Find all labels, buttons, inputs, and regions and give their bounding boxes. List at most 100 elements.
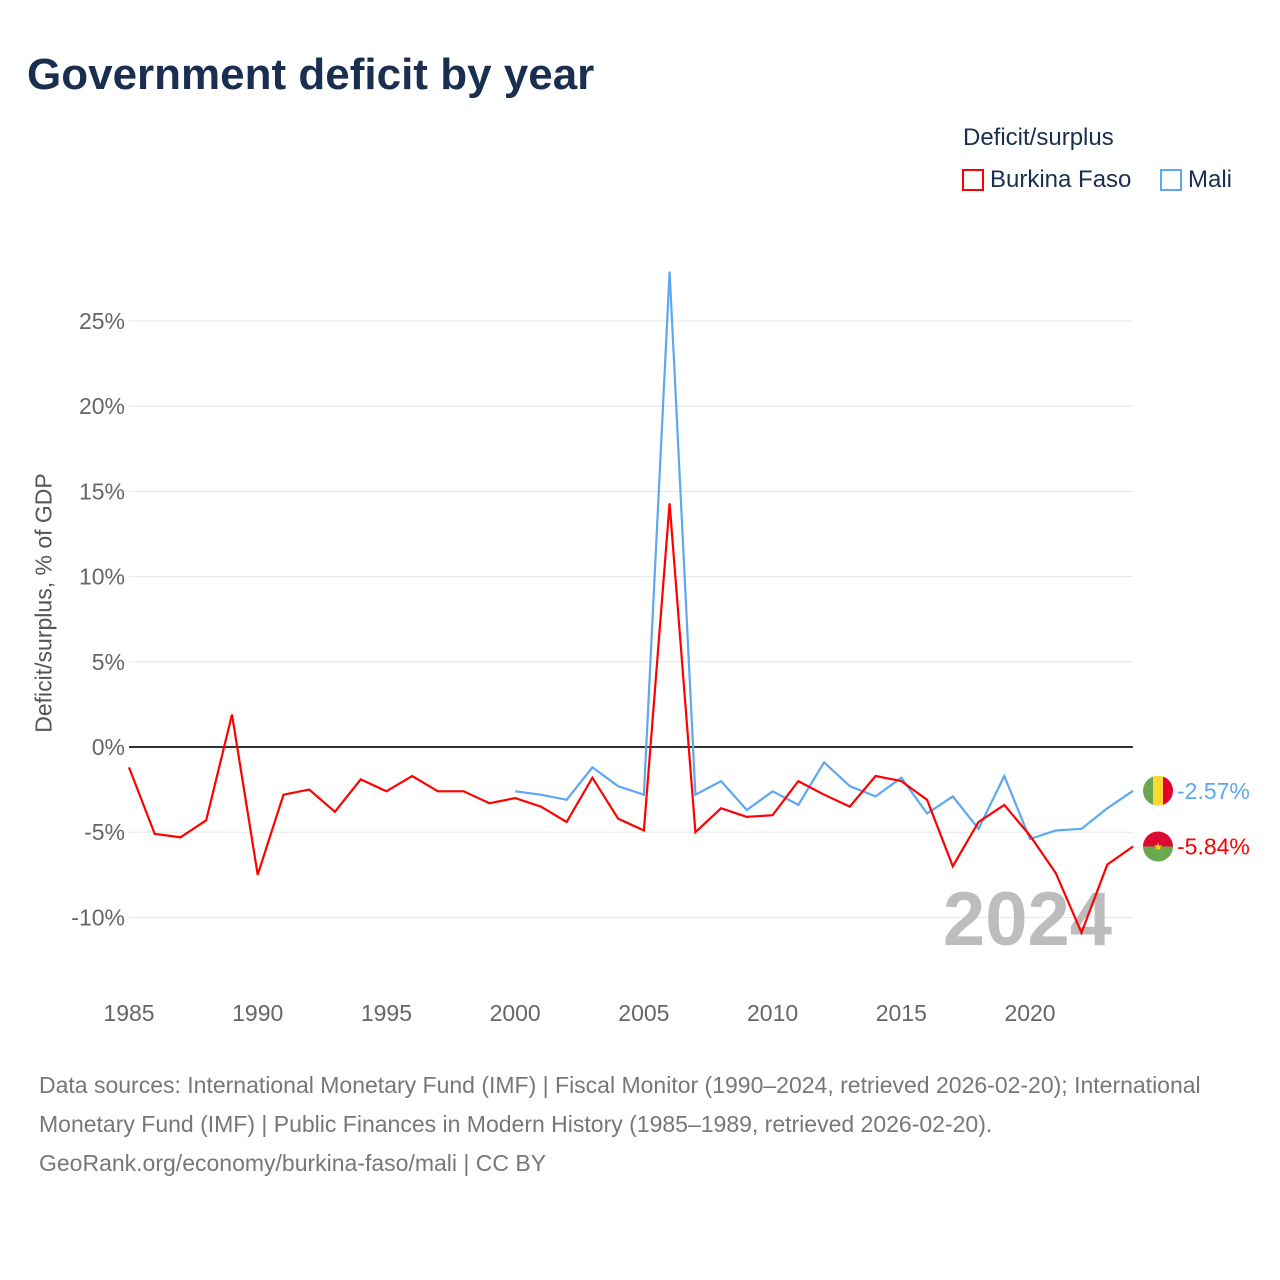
legend-title: Deficit/surplus bbox=[963, 124, 1114, 151]
x-tick-label: 1995 bbox=[361, 1000, 412, 1026]
x-tick-label: 2000 bbox=[490, 1000, 541, 1026]
data-point bbox=[590, 765, 594, 769]
svg-text:★: ★ bbox=[1153, 842, 1163, 854]
series-line-burkina-faso bbox=[127, 503, 1134, 936]
data-point bbox=[359, 777, 363, 781]
data-point bbox=[616, 784, 620, 788]
data-point bbox=[822, 760, 826, 764]
data-point bbox=[590, 776, 594, 780]
end-label-burkina-faso: -5.84% bbox=[1177, 834, 1250, 860]
data-point bbox=[1080, 827, 1084, 831]
data-point bbox=[1080, 931, 1084, 935]
data-point bbox=[951, 864, 955, 868]
data-point bbox=[642, 793, 646, 797]
data-point bbox=[1131, 789, 1135, 793]
data-point bbox=[281, 793, 285, 797]
data-point bbox=[1054, 828, 1058, 832]
data-point bbox=[513, 789, 517, 793]
footer: Data sources: International Monetary Fun… bbox=[39, 1066, 1239, 1183]
data-point bbox=[848, 805, 852, 809]
data-point bbox=[771, 789, 775, 793]
data-point bbox=[410, 774, 414, 778]
data-point bbox=[539, 793, 543, 797]
attribution-link[interactable]: GeoRank.org/economy/burkina-faso/mali | … bbox=[39, 1150, 547, 1176]
data-point bbox=[771, 813, 775, 817]
data-point bbox=[256, 873, 260, 877]
data-point bbox=[307, 788, 311, 792]
data-point bbox=[693, 793, 697, 797]
data-point bbox=[719, 779, 723, 783]
data-sources: Data sources: International Monetary Fun… bbox=[39, 1072, 1201, 1137]
legend-swatch bbox=[1160, 169, 1182, 191]
data-point bbox=[384, 789, 388, 793]
data-point bbox=[668, 270, 672, 274]
data-point bbox=[899, 776, 903, 780]
data-point bbox=[1105, 863, 1109, 867]
legend-item-mali[interactable]: Mali bbox=[1160, 166, 1232, 194]
y-tick-label: 15% bbox=[79, 478, 125, 504]
data-point bbox=[565, 820, 569, 824]
series-line-mali bbox=[515, 271, 1134, 841]
legend-swatch bbox=[962, 169, 984, 191]
data-point bbox=[899, 779, 903, 783]
legend-label: Mali bbox=[1188, 166, 1233, 193]
data-point bbox=[204, 818, 208, 822]
data-point bbox=[565, 798, 569, 802]
data-point bbox=[874, 794, 878, 798]
y-tick-label: -10% bbox=[71, 904, 125, 930]
x-tick-label: 1990 bbox=[232, 1000, 283, 1026]
data-point bbox=[925, 798, 929, 802]
y-tick-label: 5% bbox=[92, 649, 125, 675]
data-point bbox=[1105, 806, 1109, 810]
data-point bbox=[796, 803, 800, 807]
mali-flag-icon bbox=[1143, 775, 1173, 806]
data-point bbox=[539, 805, 543, 809]
x-tick-label: 1985 bbox=[103, 1000, 154, 1026]
data-point bbox=[951, 794, 955, 798]
data-point bbox=[642, 828, 646, 832]
y-tick-label: 25% bbox=[79, 308, 125, 334]
y-tick-label: 20% bbox=[79, 393, 125, 419]
end-label-mali: -2.57% bbox=[1177, 778, 1250, 804]
data-point bbox=[874, 774, 878, 778]
data-point bbox=[1002, 774, 1006, 778]
data-point bbox=[487, 801, 491, 805]
data-point bbox=[513, 796, 517, 800]
data-point bbox=[178, 835, 182, 839]
data-point bbox=[796, 779, 800, 783]
legend-label: Burkina Faso bbox=[990, 166, 1132, 193]
x-tick-label: 2015 bbox=[876, 1000, 927, 1026]
chart-title: Government deficit by year bbox=[27, 50, 595, 99]
y-tick-label: 10% bbox=[79, 564, 125, 590]
data-point bbox=[668, 501, 672, 505]
x-tick-label: 2020 bbox=[1004, 1000, 1055, 1026]
data-point bbox=[153, 832, 157, 836]
x-tick-label: 2005 bbox=[618, 1000, 669, 1026]
data-point bbox=[822, 793, 826, 797]
x-tick-label: 2010 bbox=[747, 1000, 798, 1026]
data-point bbox=[230, 713, 234, 717]
data-point bbox=[1054, 871, 1058, 875]
burkina-faso-flag-icon: ★ bbox=[1143, 831, 1173, 862]
y-tick-label: -5% bbox=[84, 819, 125, 845]
data-point bbox=[1028, 834, 1032, 838]
y-tick-label: 0% bbox=[92, 734, 125, 760]
data-point bbox=[333, 810, 337, 814]
data-point bbox=[745, 808, 749, 812]
data-point bbox=[616, 817, 620, 821]
data-point bbox=[693, 830, 697, 834]
data-point bbox=[1002, 803, 1006, 807]
data-point bbox=[1131, 845, 1135, 849]
data-point bbox=[719, 806, 723, 810]
data-point bbox=[977, 820, 981, 824]
data-point bbox=[462, 789, 466, 793]
data-point bbox=[436, 789, 440, 793]
data-point bbox=[925, 811, 929, 815]
data-point bbox=[977, 827, 981, 831]
year-watermark: 2024 bbox=[943, 877, 1112, 962]
data-point bbox=[848, 784, 852, 788]
legend-item-burkina-faso[interactable]: Burkina Faso bbox=[962, 166, 1131, 194]
data-point bbox=[745, 815, 749, 819]
data-point bbox=[127, 765, 131, 769]
